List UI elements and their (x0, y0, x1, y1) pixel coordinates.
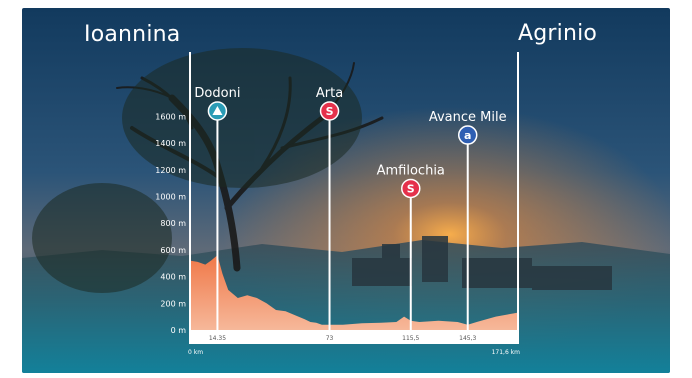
elevation-profile-chart: 0 m 200 m 400 m 600 m 800 m 1000 m 1200 m 1400 … (155, 52, 521, 356)
y-tick-label: 1600 m (155, 112, 186, 121)
point-name-label: Arta (316, 86, 343, 101)
badge-letter: S (326, 105, 334, 118)
tree-foliage (32, 48, 362, 293)
y-tick-label: 1000 m (155, 192, 186, 201)
km-label-strip (190, 330, 518, 344)
y-tick-label: 200 m (160, 299, 186, 308)
y-axis: 0 m 200 m 400 m 600 m 800 m 1000 m 1200 m 1400 … (155, 112, 186, 335)
background-landscape-photo (22, 8, 670, 373)
y-tick-label: 1200 m (155, 166, 186, 175)
sprint-badge-icon (401, 178, 421, 199)
point-km-label: 14.35 (209, 335, 226, 342)
mountain-glyph (212, 106, 223, 116)
badge-letter: a (464, 129, 471, 142)
y-tick-label: 1400 m (155, 139, 186, 148)
route-point-arta: S Arta 73 (316, 86, 343, 342)
hotspot-badge-icon (457, 125, 478, 145)
ruins-silhouette (352, 236, 612, 290)
y-tick-label: 400 m (160, 273, 186, 282)
badge-letter: S (407, 182, 415, 195)
y-tick-label: 600 m (160, 246, 186, 255)
sprint-badge-icon (319, 101, 340, 121)
point-name-label: Avance Mile (429, 110, 507, 125)
point-name-label: Amfilochia (377, 163, 445, 178)
elevation-profile-area (190, 255, 518, 330)
y-tick-label: 800 m (160, 219, 186, 228)
route-point-avance-mile: a Avance Mile 145,3 (429, 110, 507, 342)
y-tick-label: 0 m (171, 326, 187, 335)
point-km-label: 115,5 (402, 335, 419, 342)
route-points: Dodoni 14.35 S Arta 73 S Amfilochia 115,5 a Avanc… (194, 86, 506, 342)
route-point-amfilochia: S Amfilochia 115,5 (377, 163, 445, 342)
end-city-label: Agrinio (518, 21, 598, 46)
point-km-label: 73 (326, 335, 334, 342)
x-start-label: 0 km (188, 349, 203, 356)
x-end-label: 171,6 km (492, 349, 521, 356)
start-city-label: Ioannina (84, 22, 181, 47)
point-km-label: 145,3 (459, 335, 476, 342)
point-name-label: Dodoni (194, 86, 240, 101)
stage-profile-card: Ioannina Agrinio 0 m 200 m 400 m 600 m 800 m… (22, 8, 670, 373)
route-point-dodoni: Dodoni 14.35 (194, 86, 240, 342)
